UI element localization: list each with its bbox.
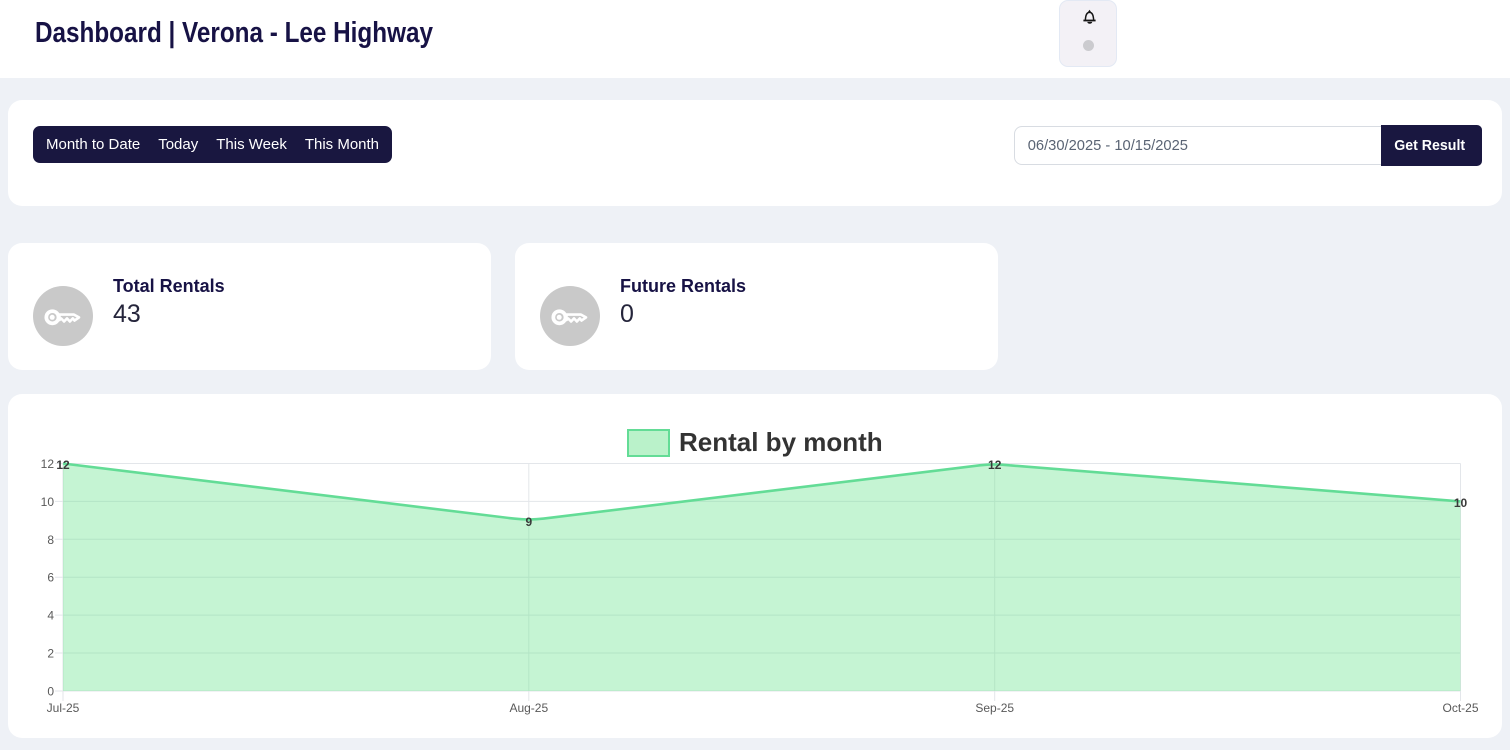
- svg-text:0: 0: [47, 685, 54, 699]
- svg-text:6: 6: [47, 571, 54, 585]
- svg-text:10: 10: [41, 495, 55, 509]
- svg-text:12: 12: [56, 458, 70, 472]
- svg-text:Jul-25: Jul-25: [47, 701, 80, 715]
- svg-text:10: 10: [1454, 496, 1468, 510]
- svg-text:12: 12: [988, 458, 1002, 472]
- svg-text:12: 12: [41, 457, 55, 471]
- svg-text:8: 8: [47, 533, 54, 547]
- svg-text:Aug-25: Aug-25: [509, 701, 548, 715]
- svg-text:4: 4: [47, 609, 54, 623]
- svg-text:Sep-25: Sep-25: [975, 701, 1014, 715]
- svg-text:Oct-25: Oct-25: [1442, 701, 1478, 715]
- svg-text:2: 2: [47, 647, 54, 661]
- svg-text:9: 9: [525, 515, 532, 529]
- svg-text:Rental by month: Rental by month: [679, 427, 883, 457]
